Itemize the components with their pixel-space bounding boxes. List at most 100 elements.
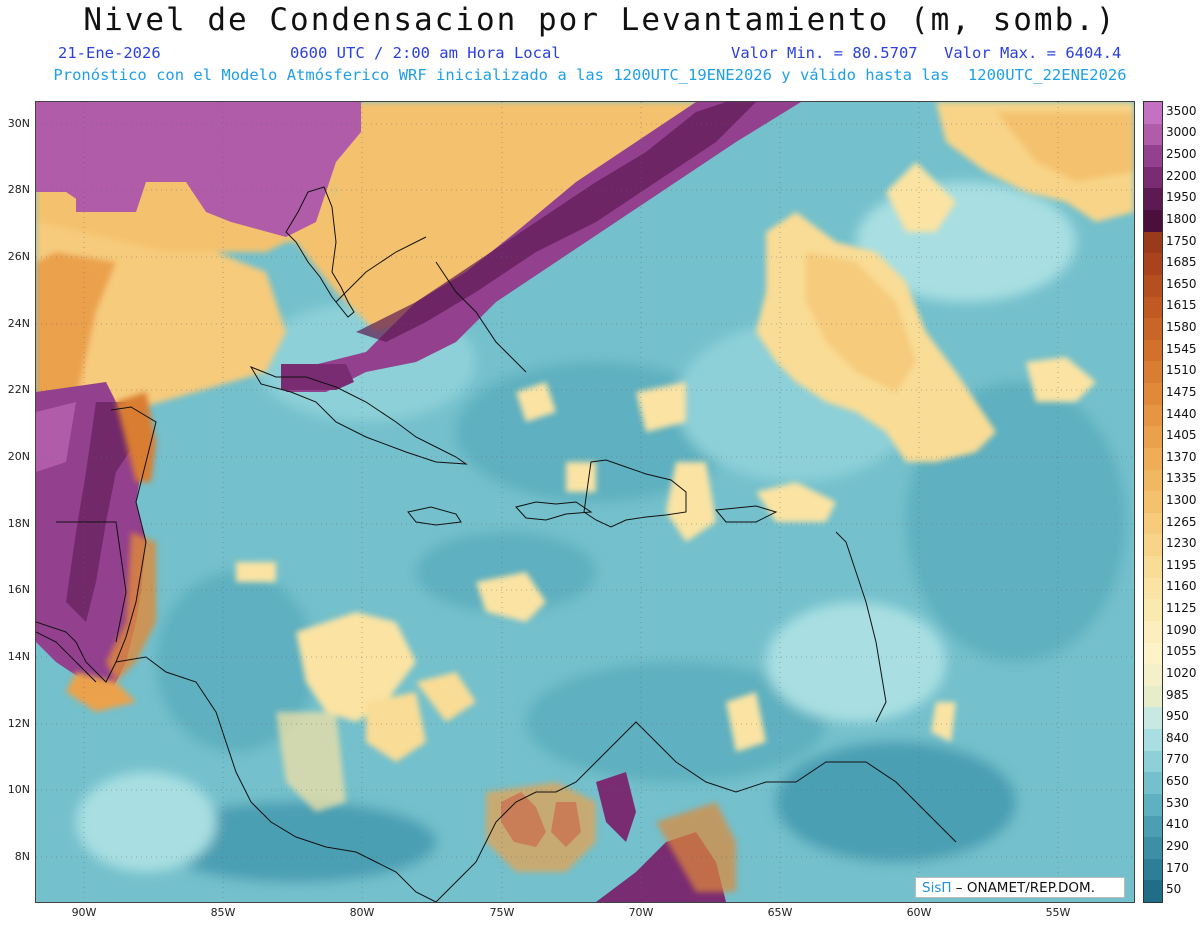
color-scale-label: 1440: [1166, 406, 1197, 421]
color-scale-label: 1090: [1166, 622, 1197, 637]
time-label: 0600 UTC / 2:00 am Hora Local: [290, 44, 561, 62]
cuba-coast: [249, 365, 468, 465]
color-scale-segment: [1144, 793, 1162, 816]
color-scale-segment: [1144, 837, 1162, 860]
color-scale-label: 1475: [1166, 384, 1197, 399]
color-scale-segment: [1144, 815, 1162, 838]
color-scale-segment: [1144, 296, 1162, 319]
color-scale-label: 2200: [1166, 168, 1197, 183]
color-scale-label: 770: [1166, 752, 1189, 767]
color-scale-segment: [1144, 620, 1162, 644]
color-scale-label: 410: [1166, 817, 1189, 832]
lat-label-14n: 14N: [7, 650, 30, 663]
color-scale-label: 985: [1166, 687, 1189, 702]
color-scale-segment: [1144, 404, 1162, 427]
lon-label-90w: 90W: [71, 906, 97, 919]
color-scale-label: 1580: [1166, 320, 1197, 335]
lcl-field-map: [36, 102, 1134, 902]
lat-label-22n: 22N: [7, 383, 30, 396]
color-scale-label: 840: [1166, 730, 1189, 745]
color-scale-label: 290: [1166, 838, 1189, 853]
color-scale-segment: [1144, 188, 1162, 211]
yucatan-coast: [36, 406, 157, 683]
color-scale-label: 1125: [1166, 601, 1197, 616]
lat-lon-grid: [36, 102, 1134, 902]
color-scale-segment: [1144, 123, 1162, 146]
map-title: Nivel de Condensacion por Levantamiento …: [83, 2, 1117, 38]
lat-label-18n: 18N: [7, 517, 30, 530]
color-scale-segment: [1144, 858, 1162, 881]
lat-label-8n: 8N: [14, 850, 30, 863]
lesser-antilles: [835, 531, 887, 723]
color-scale-segment: [1144, 253, 1162, 276]
yellow-patches: [236, 102, 1134, 812]
lon-label-70w: 70W: [628, 906, 654, 919]
color-scale-label: 950: [1166, 709, 1189, 724]
color-scale-label: 170: [1166, 860, 1189, 875]
hispaniola-coast: [583, 459, 687, 528]
color-scale-segment: [1144, 383, 1162, 406]
lat-label-24n: 24N: [7, 317, 30, 330]
color-scale-segment: [1144, 491, 1162, 514]
lat-label-12n: 12N: [7, 717, 30, 730]
lon-label-55w: 55W: [1045, 906, 1071, 919]
color-scale-segment: [1144, 469, 1162, 492]
puerto-rico-coast: [715, 505, 778, 523]
color-scale-segment: [1144, 318, 1162, 341]
color-scale-segment: [1144, 707, 1162, 730]
color-scale-segment: [1144, 231, 1162, 254]
coastlines: [36, 186, 957, 902]
credit-brand: SisΠ: [922, 880, 952, 896]
color-scale-label: 1335: [1166, 471, 1197, 486]
color-scale-label: 1265: [1166, 514, 1197, 529]
color-scale-label: 530: [1166, 795, 1189, 810]
color-scale-label: 1230: [1166, 536, 1197, 551]
color-scale-label: 3500: [1166, 103, 1197, 118]
color-scale-segment: [1144, 339, 1162, 362]
color-scale-segment: [1144, 166, 1162, 189]
color-scale-segment: [1144, 664, 1162, 687]
lon-label-80w: 80W: [349, 906, 375, 919]
color-scale-label: 1160: [1166, 579, 1197, 594]
central-america-coast: [115, 656, 437, 902]
color-scale-segment: [1144, 750, 1162, 773]
color-scale-segment: [1144, 685, 1162, 708]
florida-coast: [285, 186, 355, 318]
color-scale-label: 1750: [1166, 233, 1197, 248]
color-scale-label: 1020: [1166, 665, 1197, 680]
color-scale-segment: [1144, 599, 1162, 622]
color-scale-segment: [1144, 447, 1162, 471]
lat-label-10n: 10N: [7, 783, 30, 796]
color-scale-segment: [1144, 642, 1162, 665]
lon-label-85w: 85W: [210, 906, 236, 919]
color-scale-label: 3000: [1166, 125, 1197, 140]
color-scale-label: 1055: [1166, 644, 1197, 659]
lat-label-26n: 26N: [7, 250, 30, 263]
color-scale-segment: [1144, 729, 1162, 752]
color-scale-segment: [1144, 426, 1162, 449]
forecast-info: Pronóstico con el Modelo Atmósferico WRF…: [53, 66, 1127, 84]
lon-label-65w: 65W: [767, 906, 793, 919]
honduras-coast: [36, 631, 97, 683]
lat-label-28n: 28N: [7, 183, 30, 196]
color-scale-label: 1405: [1166, 428, 1197, 443]
color-scale-bar: [1143, 101, 1163, 903]
color-scale-segment: [1144, 210, 1162, 233]
color-scale-segment: [1144, 534, 1162, 557]
color-scale-label: 1650: [1166, 276, 1197, 291]
color-scale-label: 1950: [1166, 190, 1197, 205]
color-scale-label: 1685: [1166, 255, 1197, 270]
color-scale-segment: [1144, 556, 1162, 579]
map-plot-area: [36, 102, 1134, 902]
color-scale-label: 1510: [1166, 363, 1197, 378]
color-scale-label: 650: [1166, 774, 1189, 789]
date-label: 21-Ene-2026: [58, 44, 161, 62]
color-scale-label: 1800: [1166, 211, 1197, 226]
lon-label-75w: 75W: [489, 906, 515, 919]
color-scale-label: 1615: [1166, 298, 1197, 313]
color-scale-label: 50: [1166, 882, 1182, 897]
color-scale-label: 1370: [1166, 449, 1197, 464]
bahamas-chain-2: [435, 261, 527, 373]
jamaica-coast: [407, 506, 462, 526]
color-scale-label: 1195: [1166, 557, 1197, 572]
